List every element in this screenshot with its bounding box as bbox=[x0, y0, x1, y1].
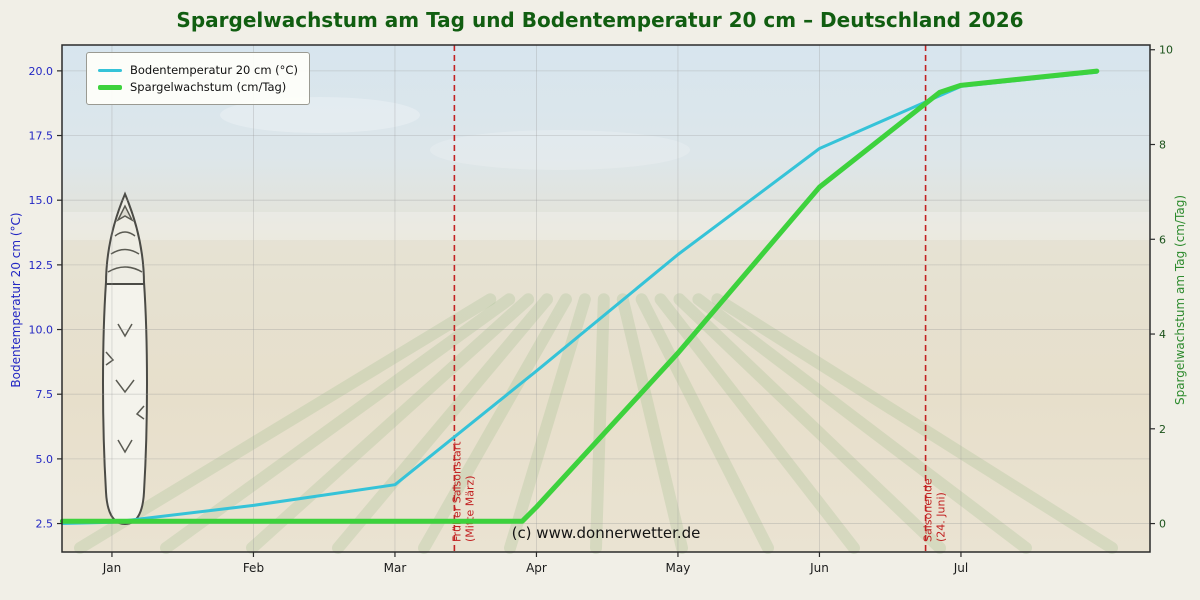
plot-area bbox=[62, 45, 1150, 552]
field-row bbox=[635, 293, 774, 554]
field-row bbox=[418, 293, 572, 554]
series-growth bbox=[59, 68, 1100, 524]
legend: Bodentemperatur 20 cm (°C) Spargelwachst… bbox=[86, 52, 310, 105]
season-marker-label: Früher Saisonstart bbox=[450, 441, 463, 542]
y-tick-label-right: 0 bbox=[1159, 518, 1166, 531]
cloud bbox=[220, 97, 420, 133]
x-tick-label: Mar bbox=[384, 561, 407, 575]
y-tick-label-left: 17.5 bbox=[29, 130, 54, 143]
temperature-line-swatch bbox=[98, 68, 122, 72]
x-tick-label: Jul bbox=[953, 561, 968, 575]
y-tick-label-right: 10 bbox=[1159, 44, 1173, 57]
field-row bbox=[332, 293, 554, 554]
x-tick-label: Apr bbox=[526, 561, 547, 575]
legend-label-temperature: Bodentemperatur 20 cm (°C) bbox=[130, 63, 298, 77]
field-row bbox=[654, 293, 860, 554]
field-row bbox=[160, 293, 516, 554]
growth-line-swatch bbox=[98, 84, 122, 90]
x-tick-label: Jan bbox=[102, 561, 122, 575]
y-tick-label-right: 8 bbox=[1159, 139, 1166, 152]
right-axis-label: Spargelwachstum am Tag (cm/Tag) bbox=[1173, 194, 1187, 406]
season-marker-label: (Mitte März) bbox=[463, 475, 476, 542]
field-row bbox=[616, 293, 688, 554]
field-row bbox=[74, 293, 497, 554]
watermark: (c) www.donnerwetter.de bbox=[511, 524, 701, 542]
x-tick-label: May bbox=[666, 561, 691, 575]
asparagus-illustration bbox=[102, 191, 148, 526]
field-row bbox=[590, 293, 610, 554]
y-tick-label-right: 2 bbox=[1159, 423, 1166, 436]
cloud bbox=[430, 130, 690, 170]
y-tick-label-left: 5.0 bbox=[36, 453, 54, 466]
x-tick-label: Feb bbox=[243, 561, 264, 575]
legend-item-temperature: Bodentemperatur 20 cm (°C) bbox=[98, 63, 298, 77]
horizon-band bbox=[62, 212, 1150, 240]
y-tick-label-left: 2.5 bbox=[36, 518, 54, 531]
y-tick-label-left: 7.5 bbox=[36, 388, 54, 401]
left-axis-label: Bodentemperatur 20 cm (°C) bbox=[9, 212, 23, 388]
legend-item-growth: Spargelwachstum (cm/Tag) bbox=[98, 80, 298, 94]
season-marker-label: Saisonende bbox=[922, 478, 935, 542]
y-tick-label-left: 20.0 bbox=[29, 65, 54, 78]
field-row bbox=[246, 293, 535, 554]
field-row bbox=[673, 293, 946, 554]
y-tick-label-right: 4 bbox=[1159, 328, 1166, 341]
y-tick-label-left: 10.0 bbox=[29, 324, 54, 337]
field-row bbox=[711, 293, 1118, 554]
series-temperature bbox=[60, 70, 1099, 525]
chart-title: Spargelwachstum am Tag und Bodentemperat… bbox=[176, 8, 1024, 32]
field-row bbox=[692, 293, 1032, 554]
legend-label-growth: Spargelwachstum (cm/Tag) bbox=[130, 80, 287, 94]
season-marker-label: (24. Juni) bbox=[935, 492, 948, 542]
y-tick-label-left: 15.0 bbox=[29, 194, 54, 207]
y-tick-label-left: 12.5 bbox=[29, 259, 54, 272]
plot-border bbox=[61, 44, 1151, 553]
y-tick-label-right: 6 bbox=[1159, 233, 1166, 246]
x-tick-label: Jun bbox=[809, 561, 829, 575]
